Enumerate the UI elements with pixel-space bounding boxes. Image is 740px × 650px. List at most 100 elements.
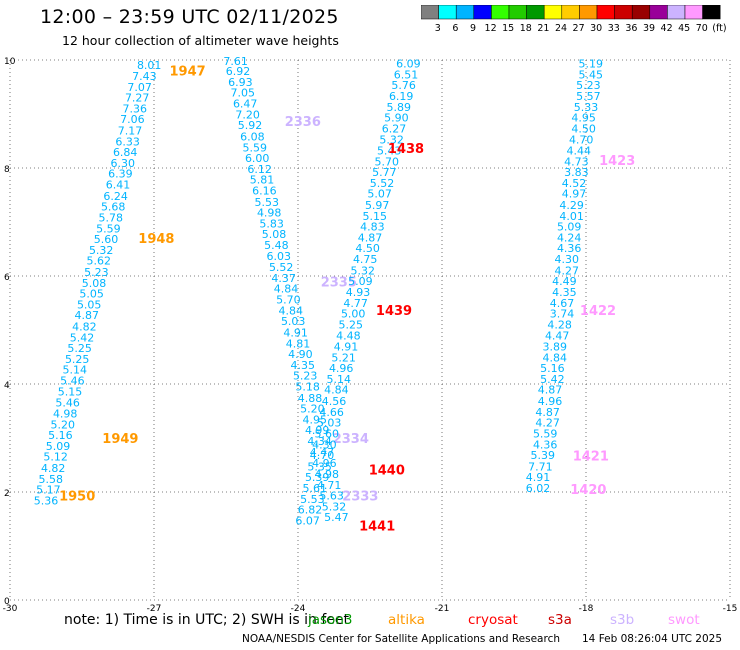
wave-height-value: 4.96 — [329, 362, 354, 375]
wave-height-value: 5.15 — [58, 385, 83, 398]
y-tick-label: 10 — [4, 57, 16, 67]
wave-height-value: 5.17 — [36, 484, 61, 497]
wave-height-value: 4.50 — [571, 122, 596, 135]
wave-height-value: 4.87 — [358, 231, 383, 244]
wave-height-value: 6.39 — [108, 168, 133, 181]
colorbar-swatch — [702, 5, 721, 20]
wave-height-value: 5.09 — [348, 275, 373, 288]
wave-height-value: 5.43 — [377, 145, 402, 158]
wave-height-value: 4.98 — [53, 407, 78, 420]
y-tick-label: 6 — [4, 273, 10, 283]
wave-height-value: 7.07 — [127, 81, 152, 94]
wave-height-value: 5.32 — [89, 244, 114, 257]
wave-height-value: 4.01 — [559, 210, 584, 223]
wave-height-value: 4.87 — [538, 384, 563, 397]
colorbar-label: 45 — [678, 23, 690, 34]
wave-height-value: 5.08 — [82, 277, 107, 290]
wave-height-value: 5.61 — [303, 482, 328, 495]
wave-height-value: 4.24 — [557, 231, 582, 244]
y-tick-label: 4 — [4, 381, 10, 391]
colorbar-label: 30 — [590, 23, 602, 34]
wave-height-value: 5.33 — [574, 101, 599, 114]
pass-time-label: 1420 — [570, 483, 606, 498]
wave-height-value: 5.23 — [293, 370, 318, 383]
wave-height-value: 5.16 — [48, 429, 73, 442]
wave-height-value: 6.84 — [113, 146, 138, 159]
pass-time-label: 2333 — [342, 490, 378, 505]
wave-height-value: 4.29 — [559, 199, 584, 212]
legend-jason3: jason3 — [308, 612, 353, 628]
wave-height-value: 5.18 — [295, 380, 320, 393]
wave-height-value: 5.63 — [319, 490, 344, 503]
wave-height-value: 4.50 — [355, 242, 380, 255]
wave-height-value: 5.20 — [51, 418, 76, 431]
wave-height-value: 4.28 — [547, 318, 572, 331]
wave-height-value: 5.58 — [39, 473, 64, 486]
legend-s3a: s3a — [548, 612, 572, 628]
wave-height-value: 4.82 — [72, 321, 97, 334]
wave-height-value: 5.32 — [351, 264, 376, 277]
footer-note: note: 1) Time is in UTC; 2) SWH is in fe… — [64, 612, 350, 628]
wave-height-value: 6.19 — [389, 90, 414, 103]
wave-height-value: 4.84 — [543, 351, 568, 364]
wave-height-value: 6.02 — [526, 482, 551, 495]
wave-height-value: 4.70 — [569, 134, 594, 147]
wave-height-value: 5.59 — [533, 427, 558, 440]
wave-height-value: 5.60 — [94, 233, 119, 246]
wave-height-value: 4.87 — [535, 406, 560, 419]
wave-height-value: 6.93 — [228, 76, 253, 89]
wave-height-value: 5.57 — [576, 90, 601, 103]
wave-height-value: 5.23 — [84, 266, 109, 279]
wave-height-value: 5.39 — [305, 471, 330, 484]
wave-height-value: 4.90 — [288, 348, 313, 361]
wave-height-value: 4.27 — [535, 417, 560, 430]
wave-height-value: 4.82 — [41, 462, 66, 475]
wave-height-value: 4.88 — [298, 392, 323, 405]
wave-height-value: 5.42 — [540, 373, 565, 386]
pass-time-label: 1441 — [359, 519, 395, 534]
wave-height-value: 3.74 — [550, 308, 575, 321]
wave-height-value: 5.03 — [317, 417, 342, 430]
wave-height-value: 3.89 — [543, 341, 568, 354]
wave-height-value: 4.91 — [526, 471, 551, 484]
pass-time-label: 1438 — [388, 142, 424, 157]
wave-height-value: 4.36 — [557, 242, 582, 255]
wave-height-value: 4.98 — [257, 207, 282, 220]
wave-height-value: 5.19 — [579, 58, 604, 71]
wave-height-value: 4.84 — [274, 283, 299, 296]
wave-height-value: 4.37 — [271, 272, 296, 285]
wave-height-value: 4.99 — [305, 424, 330, 437]
colorbar-label: 36 — [625, 23, 637, 34]
wave-height-value: 4.35 — [291, 359, 316, 372]
wave-height-value: 4.34 — [307, 435, 332, 448]
wave-height-value: 4.93 — [346, 286, 371, 299]
wave-height-value: 4.67 — [550, 297, 575, 310]
wave-height-value: 5.48 — [264, 239, 289, 252]
wave-height-value: 4.75 — [353, 253, 378, 266]
pass-time-label: 1948 — [138, 232, 174, 247]
wave-height-value: 7.43 — [132, 70, 157, 83]
wave-height-value: 5.20 — [300, 403, 325, 416]
wave-height-value: 5.42 — [70, 331, 95, 344]
wave-height-value: 4.84 — [324, 384, 349, 397]
colorbar-label: 70 — [696, 23, 708, 34]
wave-height-value: 4.35 — [552, 286, 577, 299]
wave-height-value: 5.16 — [540, 362, 565, 375]
wave-height-value: 5.32 — [379, 134, 404, 147]
wave-height-value: 7.36 — [123, 102, 148, 115]
wave-height-value: 5.62 — [87, 255, 112, 268]
wave-height-value: 5.47 — [324, 511, 349, 524]
wave-height-value: 4.49 — [552, 275, 577, 288]
wave-height-value: 7.71 — [528, 460, 553, 473]
wave-height-value: 5.92 — [238, 119, 263, 132]
colorbar-label: 9 — [470, 23, 476, 34]
wave-height-value: 4.96 — [538, 395, 563, 408]
wave-height-value: 5.32 — [322, 500, 347, 513]
pass-time-label: 1949 — [102, 432, 138, 447]
wave-height-value: 5.97 — [365, 199, 390, 212]
x-tick-label: -15 — [723, 604, 738, 612]
wave-height-value: 5.09 — [46, 440, 71, 453]
colorbar-label: 12 — [485, 23, 497, 34]
wave-height-value: 4.27 — [555, 264, 580, 277]
